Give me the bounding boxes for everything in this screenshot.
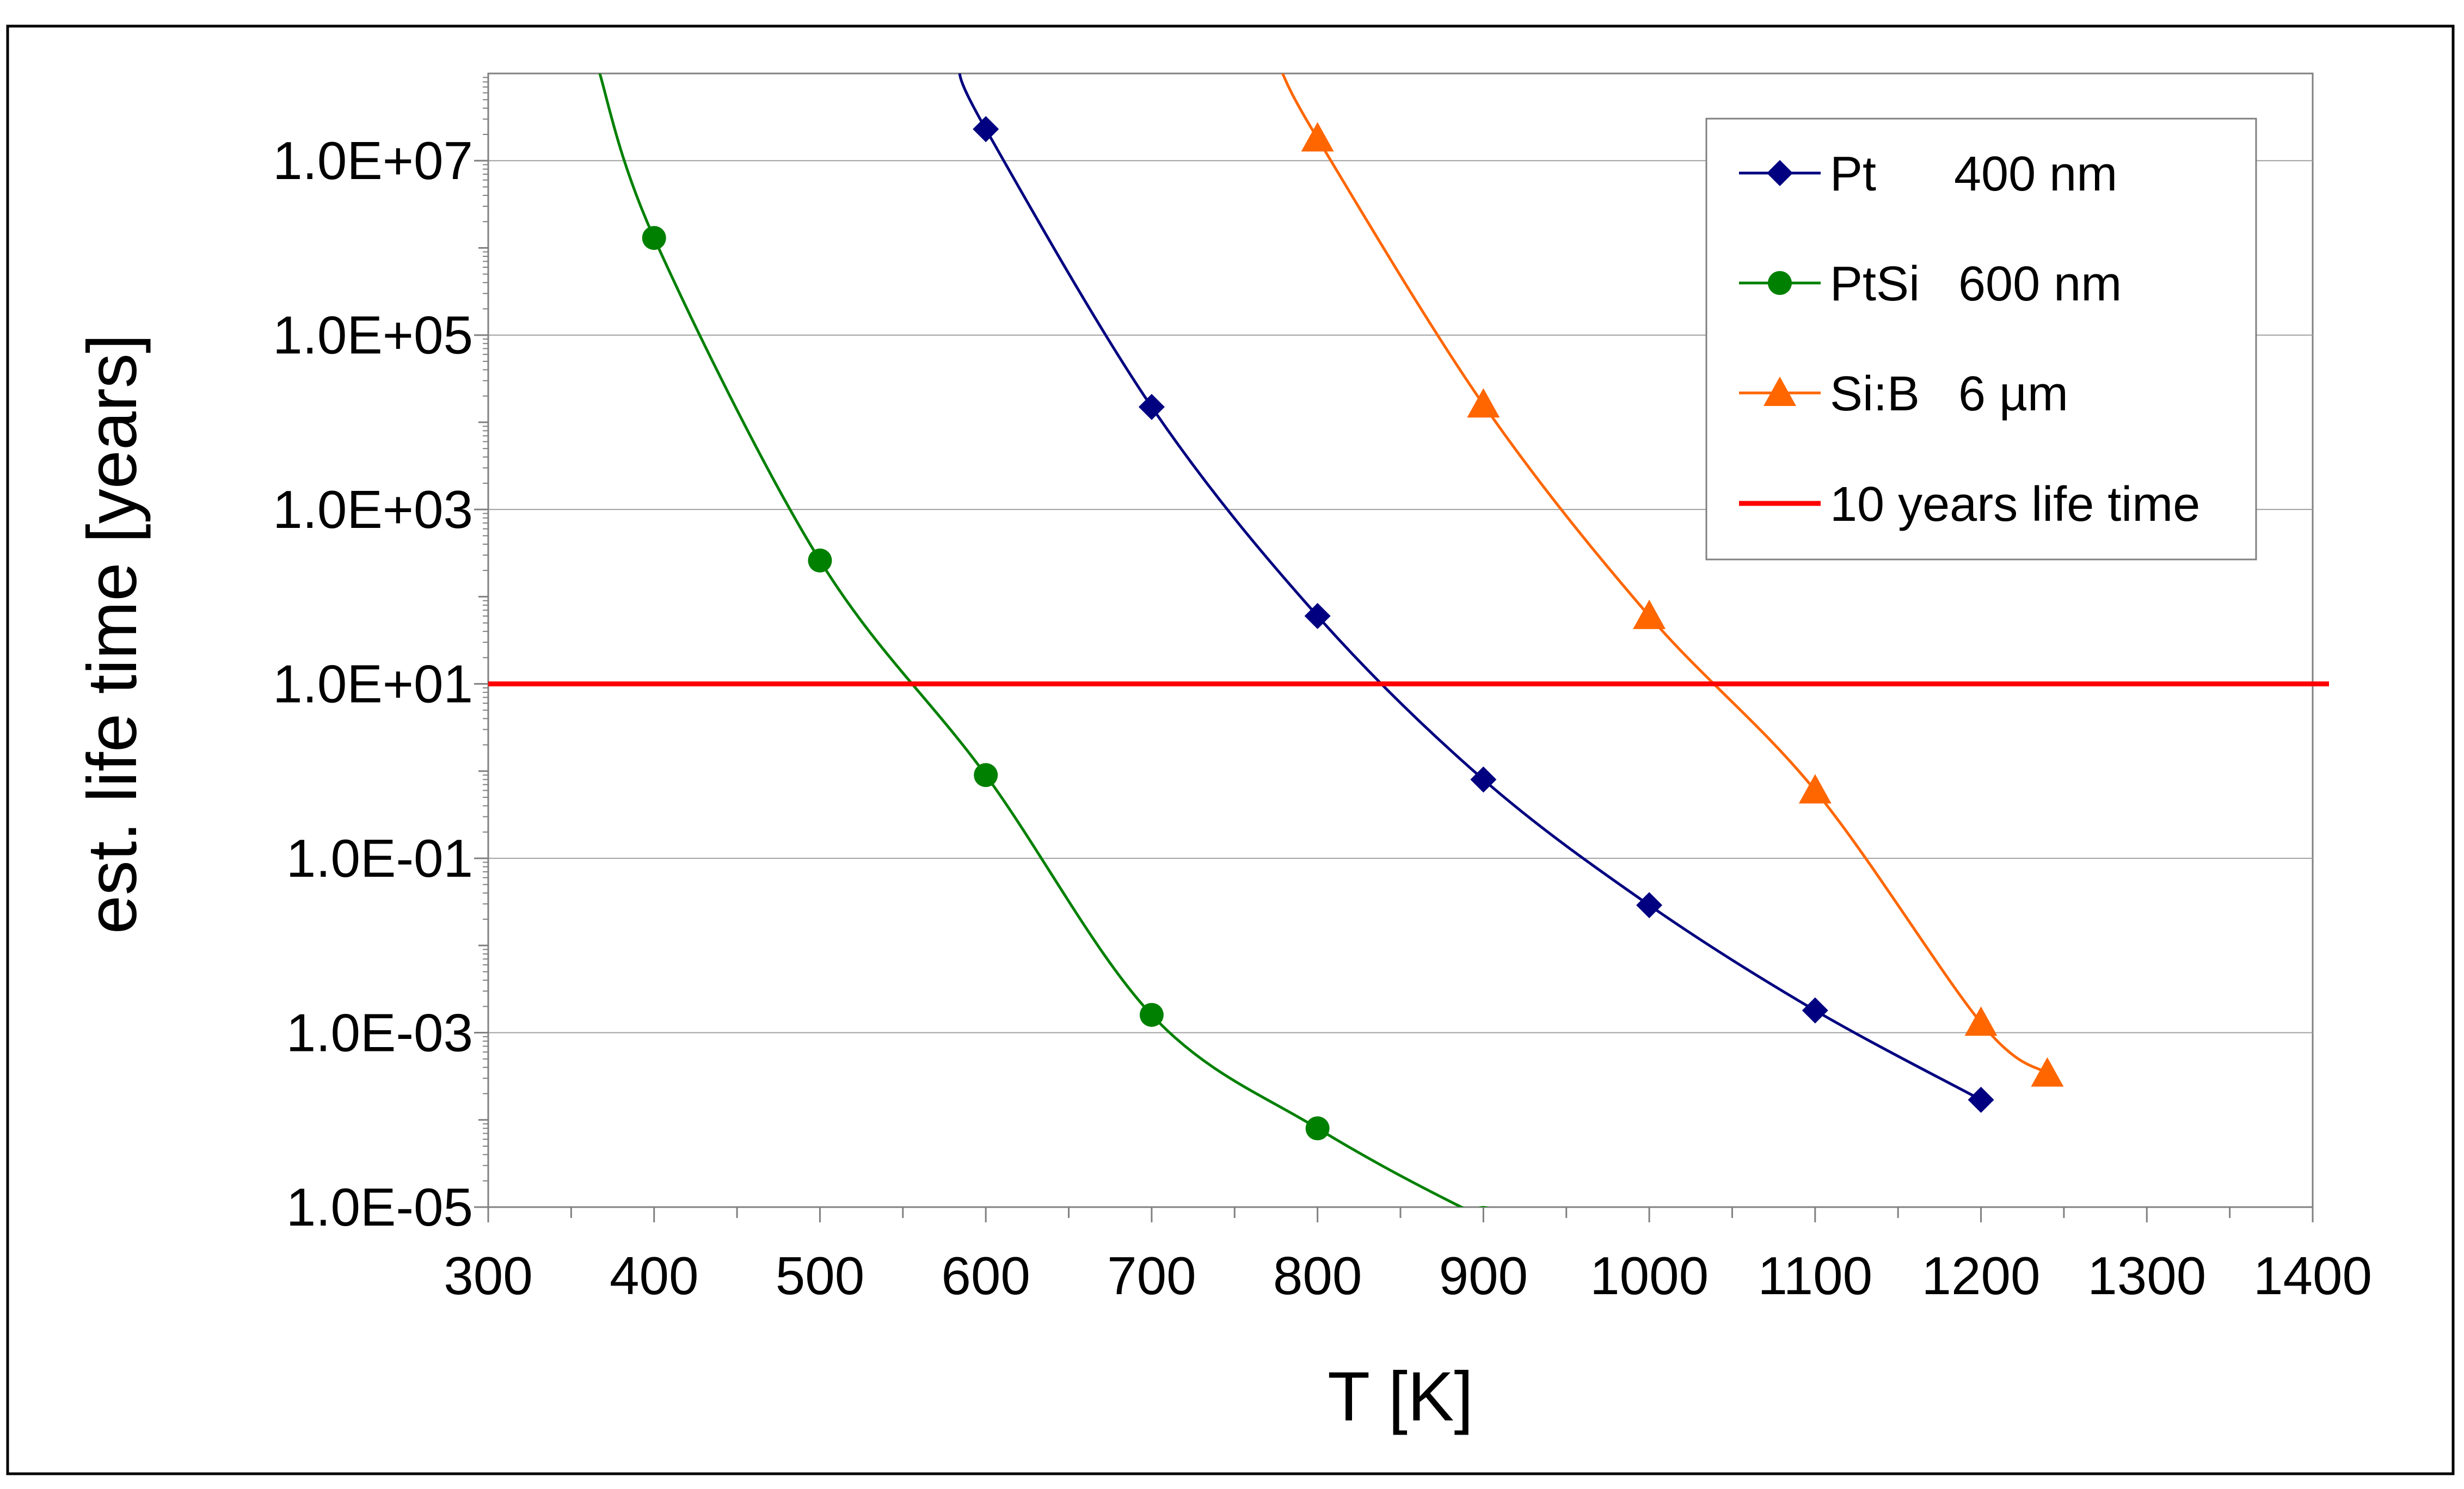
legend: Pt 400 nm PtSi 600 nm Si:B 6 µm 10 years life … [1705,118,2257,561]
x-tick-label: 300 [444,1246,533,1306]
x-tick-label: 1100 [1758,1246,1872,1306]
data-point-pt [973,116,999,143]
y-tick-label: 1.0E+01 [273,654,473,714]
data-point-ptsi [1305,1116,1330,1141]
legend-label-ptsi: PtSi [1830,257,1920,311]
legend-label-si-b: Si:B [1830,367,1920,421]
y-tick-label: 1.0E-03 [286,1003,473,1063]
y-tick-label: 1.0E+05 [273,305,473,365]
data-point-ptsi [974,763,998,787]
data-point-ptsi [642,226,666,250]
data-point-si-b [1798,774,1832,804]
y-tick-label: 1.0E-01 [286,828,473,888]
series-line-pt [958,73,1982,1102]
data-point-pt [1636,892,1663,919]
x-tick-label: 1300 [2087,1246,2206,1306]
legend-thickness-si-b: 6 µm [1958,367,2068,421]
data-point-ptsi [1139,1002,1164,1027]
data-point-si-b [1964,1006,1998,1036]
legend-thickness-ptsi: 600 nm [1958,257,2122,311]
legend-thickness-pt: 400 nm [1954,147,2117,201]
x-tick-label: 1200 [1922,1246,2041,1306]
legend-label-pt: Pt [1830,147,1876,201]
data-point-si-b [1301,122,1334,152]
legend-marker-si-b [1763,377,1796,406]
x-tick-label: 800 [1273,1246,1362,1306]
legend-label-reference: 10 years life time [1830,477,2200,532]
series-line-ptsi [598,73,1465,1207]
series-layer [598,73,2064,1207]
data-point-ptsi [1478,1206,1489,1207]
legend-marker-pt [1767,160,1793,186]
legend-marker-ptsi [1768,271,1792,295]
data-point-pt [1304,602,1331,629]
data-point-si-b [2031,1057,2064,1087]
data-point-pt [1968,1086,1994,1113]
data-point-pt [1802,997,1828,1024]
y-tick-label: 1.0E+03 [273,479,473,539]
y-axis-title: est. life time [years] [73,334,151,934]
data-point-pt [1470,766,1497,793]
x-tick-label: 400 [610,1246,699,1306]
x-tick-label: 1000 [1590,1246,1709,1306]
x-tick-label: 700 [1107,1246,1196,1306]
data-point-ptsi [808,548,832,573]
x-axis-title: T [K] [1328,1358,1473,1436]
data-point-pt [1138,393,1165,420]
x-tick-label: 500 [776,1246,865,1306]
y-tick-label: 1.0E-05 [286,1177,473,1237]
x-tick-label: 1400 [2253,1246,2372,1306]
x-tick-label: 600 [941,1246,1030,1306]
x-tick-label: 900 [1439,1246,1528,1306]
legend-box [1705,118,2257,561]
y-tick-label: 1.0E+07 [273,131,473,190]
data-point-si-b [1633,599,1666,629]
data-point-si-b [1467,388,1500,418]
axes: 1.0E-05 1.0E-03 1.0E-01 1.0E+01 1.0E+03 1.0E+… [273,73,2372,1306]
